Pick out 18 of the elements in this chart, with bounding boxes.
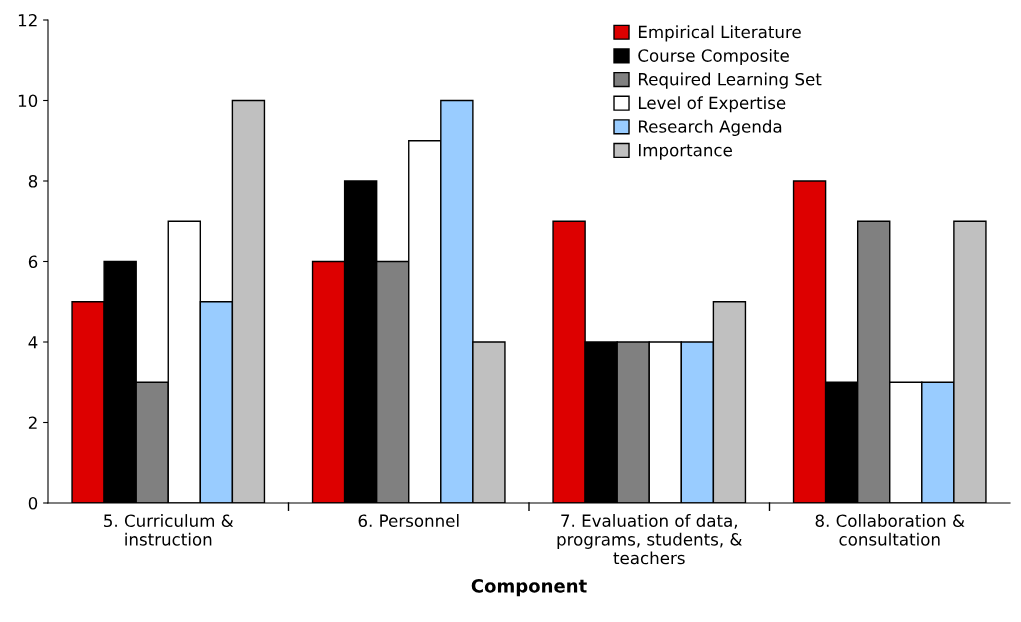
x-axis-title: Component <box>471 579 587 597</box>
legend-label: Importance <box>638 144 732 160</box>
legend-label: Level of Expertise <box>638 96 786 113</box>
legend-label: Empirical Literature <box>638 25 801 42</box>
legend-label: Research Agenda <box>638 119 782 136</box>
legend-label: Required Learning Set <box>638 72 822 89</box>
y-tick-label: 0 <box>28 496 38 510</box>
y-tick-label: 10 <box>18 94 38 108</box>
x-tick-label: 8. Collaboration & consultation <box>815 514 965 546</box>
x-tick-label: 7. Evaluation of data, programs, students, & teachers <box>557 514 742 565</box>
y-tick-label: 6 <box>28 255 38 269</box>
y-tick-label: 8 <box>28 174 38 188</box>
legend-label: Course Composite <box>638 48 789 66</box>
y-tick-label: 2 <box>28 416 37 429</box>
x-tick-label: 6. Personnel <box>358 514 459 528</box>
y-tick-label: 4 <box>28 336 38 349</box>
y-tick-label: 12 <box>18 13 37 27</box>
x-tick-label: 5. Curriculum & instruction <box>104 514 234 546</box>
